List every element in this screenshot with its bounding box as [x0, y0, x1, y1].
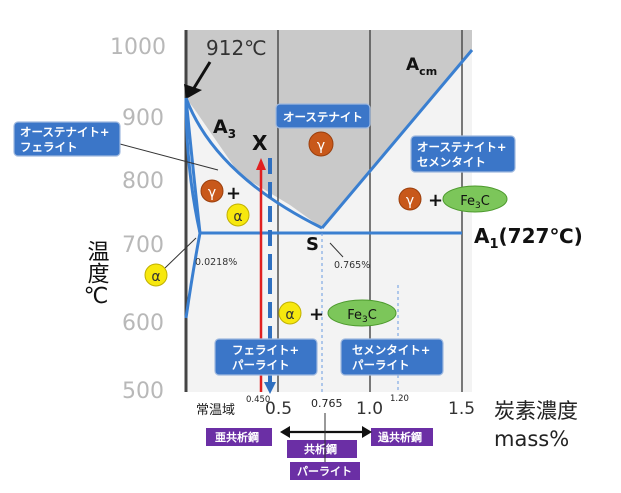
svg-text:オーステナイト: オーステナイト [283, 110, 363, 124]
svg-text:Fe3C: Fe3C [347, 308, 377, 325]
svg-text:Fe3C: Fe3C [460, 194, 490, 211]
a3-label: A3 [213, 116, 236, 141]
plus-sign: + [226, 183, 241, 204]
y-tick: 700 [122, 233, 164, 258]
eutectoid-arrow-head-right [362, 426, 372, 438]
gamma-symbol: γ [308, 131, 334, 157]
y-tick: 900 [122, 106, 164, 131]
austenite-region [186, 30, 472, 228]
arrow-912-head [184, 84, 202, 99]
a1-label: A1(727℃) [474, 224, 583, 252]
svg-text:亜共析鋼: 亜共析鋼 [215, 430, 259, 444]
s-percent: 0.765% [334, 260, 370, 271]
acm-label: Acm [406, 55, 437, 78]
svg-text:オーステナイト+: オーステナイト+ [20, 125, 110, 139]
label-pearlite: パーライト [290, 462, 360, 480]
gamma-symbol: γ [398, 187, 422, 211]
y-ticks: 1000 900 800 700 600 500 [110, 35, 166, 404]
svg-text:過共析鋼: 過共析鋼 [377, 430, 422, 444]
s-pointer [329, 242, 344, 258]
svg-text:パーライト: パーライト [297, 465, 352, 478]
box-aus-ferrite: オーステナイト+ フェライト [13, 121, 121, 157]
phase-lines [184, 49, 474, 319]
fe3c-symbol: Fe3C [442, 185, 508, 213]
svg-text:A3: A3 [213, 116, 236, 141]
svg-text:A1(727℃): A1(727℃) [474, 224, 583, 252]
box-ferrite-pearlite: フェライト+ パーライト [214, 338, 318, 376]
red-arrow-head [256, 158, 266, 170]
x-axis-label-1: 炭素濃度 [494, 399, 578, 423]
y-tick: 500 [122, 379, 164, 404]
alpha-symbol: α [226, 203, 250, 227]
alpha-symbol: α [144, 263, 168, 287]
svg-text:フェライト: フェライト [20, 140, 78, 154]
gamma-symbol: γ [200, 179, 224, 203]
y-tick: 1000 [110, 35, 166, 60]
plus-sign: + [428, 190, 443, 211]
a3-line [184, 97, 323, 230]
room-temp-label: 常温域 [196, 403, 235, 418]
point-s-label: S [306, 234, 319, 255]
aus-ferrite-pointer [119, 143, 219, 171]
svg-text:パーライト: パーライト [232, 358, 290, 372]
svg-text:オーステナイト+: オーステナイト+ [417, 140, 507, 154]
label-hyper: 過共析鋼 [371, 428, 433, 446]
svg-text:パーライト: パーライト [352, 358, 410, 372]
acm-line [320, 49, 474, 229]
x-val-450: 0.450 [246, 395, 270, 405]
svg-text:α: α [151, 269, 160, 285]
title-912: 912℃ [206, 36, 267, 60]
y-tick: 800 [122, 169, 164, 194]
box-cementite-pearlite: セメンタイト+ パーライト [340, 338, 444, 376]
x-val-765: 0.765 [311, 397, 343, 410]
y-tick: 600 [122, 311, 164, 336]
label-hypo: 亜共析鋼 [206, 428, 272, 446]
svg-text:α: α [233, 209, 242, 225]
a3-inner [184, 97, 202, 234]
alpha-percent: 0.0218% [195, 257, 237, 268]
svg-text:セメンタイト: セメンタイト [417, 155, 486, 169]
x-tick: 1.5 [448, 399, 475, 419]
svg-text:セメンタイト+: セメンタイト+ [352, 343, 430, 357]
box-aus-cementite: オーステナイト+ セメンタイト [410, 135, 516, 173]
alpha-symbol: α [278, 301, 302, 325]
x-tick: 0.5 [265, 399, 292, 419]
svg-text:α: α [285, 307, 294, 323]
x-tick: 1.0 [356, 399, 383, 419]
svg-text:フェライト+: フェライト+ [232, 343, 299, 357]
x-axis-label-2: mass% [494, 427, 569, 451]
svg-text:γ: γ [208, 185, 216, 201]
plus-sign: + [309, 304, 324, 325]
fe3c-symbol: Fe3C [327, 299, 397, 327]
arrow-912 [192, 61, 212, 89]
svg-text:共析鋼: 共析鋼 [304, 442, 337, 456]
box-austenite: オーステナイト [275, 103, 371, 129]
eutectoid-arrow-head-left [280, 426, 290, 438]
blue-arrow-head [264, 382, 276, 394]
svg-text:Acm: Acm [406, 55, 437, 78]
y-axis-label: 温度℃ [84, 240, 110, 309]
x-val-120: 1.20 [390, 394, 409, 404]
x-ticks: 0.5 1.0 1.5 [265, 399, 475, 419]
label-eutectoid: 共析鋼 [287, 440, 357, 458]
svg-text:γ: γ [317, 138, 325, 154]
alpha-pointer [164, 237, 197, 269]
svg-text:γ: γ [406, 193, 414, 209]
point-x-label: X [252, 131, 268, 155]
